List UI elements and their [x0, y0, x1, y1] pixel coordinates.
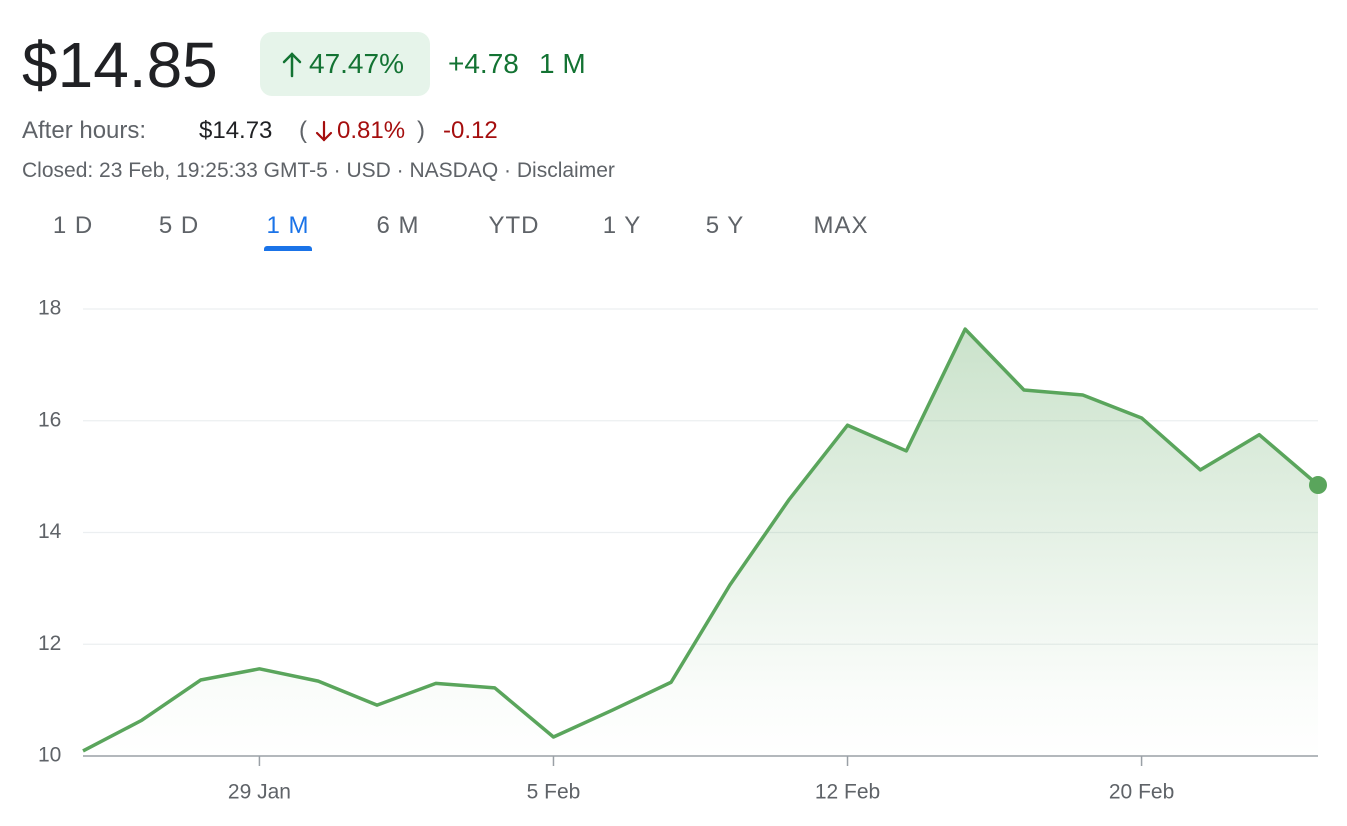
x-tick-label: 20 Feb — [1109, 781, 1174, 804]
y-tick-label: 18 — [38, 297, 61, 320]
price-line — [82, 327, 1320, 753]
price: $14.85 — [22, 29, 218, 101]
bracket: ( — [299, 117, 307, 144]
y-tick-label: 16 — [38, 408, 61, 431]
after-hours-label: After hours: — [22, 117, 147, 144]
change: +4.78 — [448, 48, 519, 79]
range-tab[interactable]: 1 Y — [602, 212, 642, 239]
after-hours-price: $14.73 — [199, 117, 273, 144]
range-tab[interactable]: YTD — [488, 212, 540, 239]
x-tick-label: 29 Jan — [228, 781, 291, 804]
after-hours-change: -0.12 — [443, 117, 498, 144]
range-tab[interactable]: 5 Y — [705, 212, 745, 239]
area — [83, 329, 1318, 756]
after-hours-change-percent: 0.81% — [337, 117, 406, 144]
range-tab[interactable]: 1 D — [52, 212, 94, 239]
change-badge — [260, 32, 430, 96]
range-tab[interactable]: 6 M — [376, 212, 420, 239]
end-marker — [1309, 476, 1327, 495]
status: Closed: 23 Feb, 19:25:33 GMT-5 · USD · N… — [22, 159, 615, 183]
y-tick-label: 10 — [38, 744, 61, 767]
range-tab[interactable]: MAX — [813, 212, 869, 239]
x-tick-label: 12 Feb — [815, 781, 880, 804]
range-tab[interactable]: 5 D — [158, 212, 200, 239]
up-arrow-icon — [282, 52, 302, 78]
disclaimer-link[interactable]: Disclaimer — [516, 159, 615, 182]
bracket: ) — [417, 117, 425, 144]
range-tab[interactable]: 1 M — [266, 212, 310, 239]
active-tab-indicator — [264, 246, 312, 251]
y-tick-label: 14 — [38, 520, 62, 543]
change-percent: 47.47% — [309, 48, 404, 79]
separator: · — [504, 159, 512, 182]
period: 1 M — [539, 48, 586, 79]
status-text: Closed: 23 Feb, 19:25:33 GMT-5 · USD · N… — [22, 159, 499, 182]
down-arrow-icon — [315, 120, 333, 142]
x-tick-label: 5 Feb — [527, 781, 581, 804]
y-tick-label: 12 — [38, 632, 61, 655]
